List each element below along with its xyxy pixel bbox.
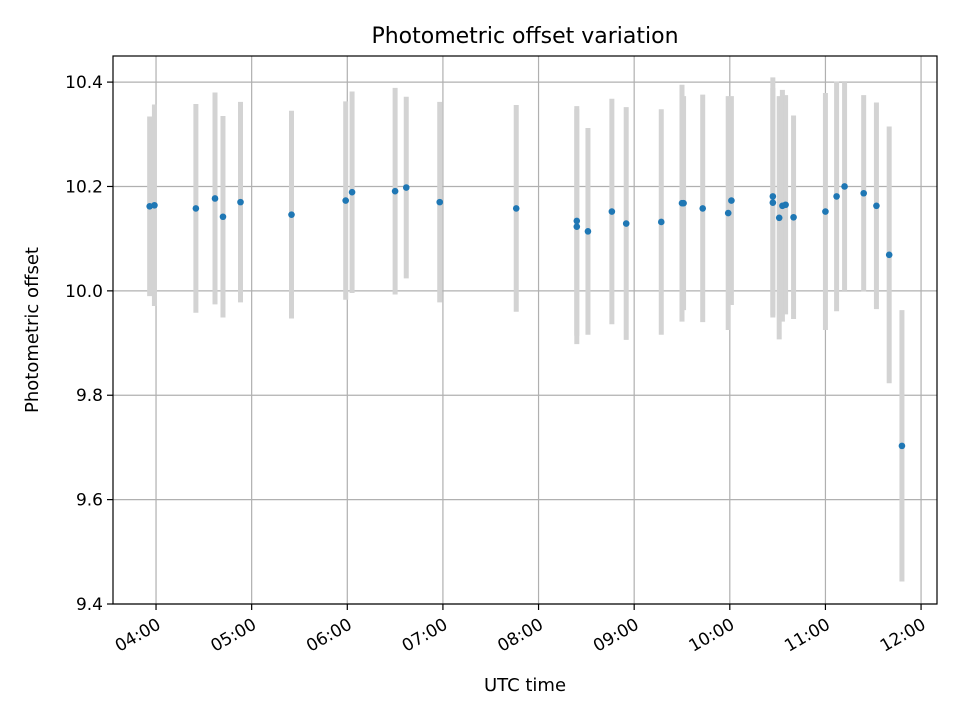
data-point: [608, 208, 616, 215]
y-tick-label: 9.4: [76, 595, 103, 615]
x-axis-label: UTC time: [484, 675, 566, 696]
data-point: [724, 209, 732, 217]
y-tick-label: 9.6: [76, 491, 103, 511]
y-tick-label: 10.2: [65, 177, 103, 197]
data-point: [211, 195, 219, 202]
plot-frame: [112, 55, 938, 605]
data-point: [699, 205, 707, 212]
data-point: [622, 220, 630, 227]
data-point: [584, 228, 592, 235]
data-point: [573, 217, 581, 225]
chart-title: Photometric offset variation: [371, 24, 678, 49]
y-axis-label: Photometric offset: [22, 247, 43, 413]
data-point: [436, 198, 444, 206]
data-point: [782, 201, 789, 209]
data-point: [822, 208, 829, 215]
data-point: [288, 211, 295, 218]
grid: [113, 56, 937, 605]
data-point: [657, 218, 665, 226]
data-point: [833, 193, 840, 200]
y-tick-label: 10.4: [65, 73, 103, 93]
data-point: [728, 197, 735, 204]
data-point: [151, 201, 158, 209]
data-point: [898, 442, 906, 450]
data-point: [769, 193, 777, 200]
data-point: [769, 199, 777, 206]
data-point: [860, 189, 867, 197]
data-point: [885, 251, 893, 259]
data-point: [348, 188, 356, 196]
data-point: [192, 205, 200, 212]
data-point: [573, 223, 581, 230]
data-point: [391, 187, 399, 195]
data-point: [680, 199, 687, 207]
data-point: [841, 183, 848, 190]
data-points: [146, 183, 906, 450]
data-point: [512, 205, 520, 212]
data-point: [873, 202, 880, 210]
y-tick-label: 9.8: [76, 386, 103, 406]
data-point: [402, 184, 410, 191]
data-point: [219, 213, 227, 221]
data-point: [237, 198, 244, 206]
data-point: [790, 213, 797, 221]
y-tick-label: 10.0: [65, 282, 103, 302]
data-point: [342, 197, 349, 204]
data-point: [775, 214, 783, 222]
